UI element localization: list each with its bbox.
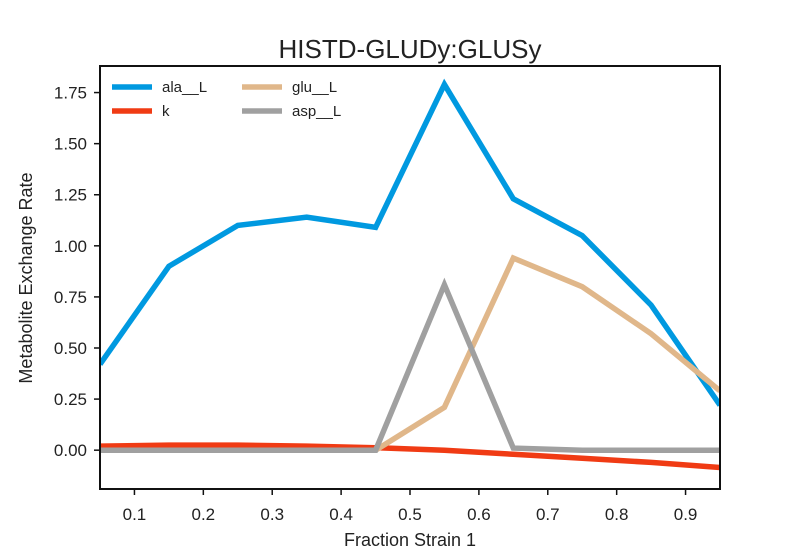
series-group [100, 78, 720, 471]
y-tick-label: 0.00 [54, 441, 87, 460]
legend-label: k [162, 103, 170, 120]
series-line-asp-L [100, 277, 720, 453]
y-tick-label: 0.50 [54, 339, 87, 358]
y-tick-label: 0.25 [54, 390, 87, 409]
series-line-ala-L [100, 78, 720, 407]
y-tick-label: 1.25 [54, 186, 87, 205]
x-tick-label: 0.1 [123, 505, 147, 524]
series-line-k [100, 442, 720, 471]
x-tick-label: 0.5 [398, 505, 422, 524]
y-tick-label: 1.75 [54, 84, 87, 103]
y-tick-label: 1.50 [54, 135, 87, 154]
legend-label: asp__L [292, 103, 341, 120]
y-axis: 0.00 0.25 0.50 0.75 1.00 1.25 1.50 1.75 [54, 84, 100, 460]
x-tick-label: 0.4 [329, 505, 353, 524]
x-tick-label: 0.3 [260, 505, 284, 524]
y-axis-label: Metabolite Exchange Rate [16, 172, 36, 383]
legend: ala__Lk glu__L asp__L [112, 79, 341, 120]
x-tick-label: 0.7 [536, 505, 560, 524]
chart-title: HISTD-GLUDy:GLUSy [279, 34, 542, 64]
series-line-glu-L [100, 254, 720, 453]
x-tick-label: 0.9 [674, 505, 698, 524]
x-axis-label: Fraction Strain 1 [344, 530, 476, 550]
legend-label: ala__L [162, 79, 207, 96]
x-tick-label: 0.2 [192, 505, 216, 524]
x-axis: 0.1 0.2 0.3 0.4 0.5 0.6 0.7 0.8 0.9 [123, 489, 698, 524]
y-tick-label: 1.00 [54, 237, 87, 256]
legend-label: glu__L [292, 79, 337, 96]
x-tick-label: 0.6 [467, 505, 491, 524]
x-tick-label: 0.8 [605, 505, 629, 524]
y-tick-label: 0.75 [54, 288, 87, 307]
